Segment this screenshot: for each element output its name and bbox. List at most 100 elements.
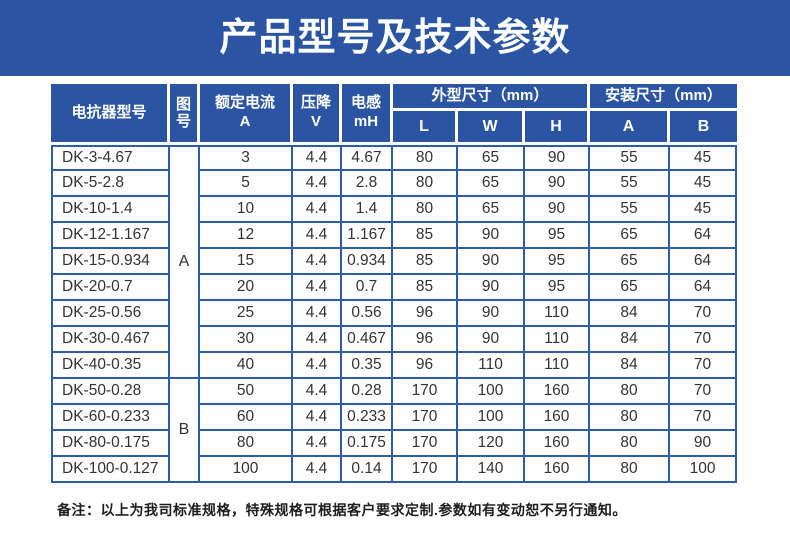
mount-a-cell: 84 <box>590 301 671 327</box>
header-dim-w: W <box>458 111 525 145</box>
table-row: DK-25-0.56 25 4.4 0.56 96 90 110 84 70 <box>51 301 738 327</box>
rated-current-cell: 12 <box>200 223 293 249</box>
model-cell: DK-3-4.67 <box>51 145 170 171</box>
dim-l-cell: 96 <box>393 301 458 327</box>
table-row: DK-40-0.35 40 4.4 0.35 96 110 110 84 70 <box>51 353 738 379</box>
rated-current-cell: 40 <box>200 353 293 379</box>
dim-l-cell: 170 <box>393 457 458 483</box>
header-dim-l: L <box>393 111 458 145</box>
dim-h-cell: 95 <box>525 223 591 249</box>
header-rated-current: 额定电流 A <box>200 84 293 145</box>
dim-l-cell: 85 <box>393 275 458 301</box>
header-voltage-drop-label: 压降 <box>300 94 331 112</box>
model-cell: DK-30-0.467 <box>51 327 170 353</box>
model-cell: DK-15-0.934 <box>51 249 170 275</box>
inductance-cell: 1.167 <box>342 223 393 249</box>
dim-l-cell: 80 <box>393 171 458 197</box>
voltage-drop-cell: 4.4 <box>293 353 342 379</box>
figure-group-cell: B <box>170 379 200 483</box>
mount-b-cell: 64 <box>670 275 738 301</box>
dim-h-cell: 95 <box>525 249 591 275</box>
inductance-cell: 0.175 <box>342 431 393 457</box>
dim-h-cell: 160 <box>525 457 591 483</box>
mount-b-cell: 45 <box>670 197 738 223</box>
voltage-drop-cell: 4.4 <box>293 171 342 197</box>
dim-w-cell: 90 <box>458 223 525 249</box>
voltage-drop-cell: 4.4 <box>293 431 342 457</box>
mount-b-cell: 70 <box>670 327 738 353</box>
voltage-drop-cell: 4.4 <box>293 405 342 431</box>
dim-w-cell: 90 <box>458 275 525 301</box>
model-cell: DK-5-2.8 <box>51 171 170 197</box>
table-row: DK-15-0.934 15 4.4 0.934 85 90 95 65 64 <box>51 249 738 275</box>
mount-b-cell: 45 <box>670 171 738 197</box>
model-cell: DK-60-0.233 <box>51 405 170 431</box>
rated-current-cell: 50 <box>200 379 293 405</box>
dim-h-cell: 110 <box>525 353 591 379</box>
dim-w-cell: 100 <box>458 379 525 405</box>
mount-a-cell: 80 <box>590 379 671 405</box>
table-row: DK-100-0.127 100 4.4 0.14 170 140 160 80 100 <box>51 457 738 483</box>
dim-l-cell: 96 <box>393 353 458 379</box>
dim-w-cell: 110 <box>458 353 525 379</box>
inductance-cell: 2.8 <box>342 171 393 197</box>
table-row: DK-5-2.8 5 4.4 2.8 80 65 90 55 45 <box>51 171 738 197</box>
dim-l-cell: 80 <box>393 197 458 223</box>
mount-a-cell: 55 <box>590 171 671 197</box>
mount-b-cell: 64 <box>670 249 738 275</box>
table-row: DK-30-0.467 30 4.4 0.467 96 90 110 84 70 <box>51 327 738 353</box>
header-inductance-label: 电感 <box>350 94 381 112</box>
header-mount-b: B <box>670 111 738 145</box>
rated-current-cell: 30 <box>200 327 293 353</box>
header-rated-current-label: 额定电流 <box>214 94 275 112</box>
header-figure: 图号 <box>170 84 200 145</box>
dim-h-cell: 90 <box>525 171 591 197</box>
spec-table-header: 电抗器型号 图号 额定电流 A 压降 V 电感 mH 外型尺寸（mm） 安装尺寸… <box>51 84 738 145</box>
mount-b-cell: 70 <box>670 379 738 405</box>
dim-l-cell: 170 <box>393 431 458 457</box>
rated-current-cell: 5 <box>200 171 293 197</box>
header-model: 电抗器型号 <box>51 84 170 145</box>
mount-a-cell: 84 <box>590 353 671 379</box>
model-cell: DK-20-0.7 <box>51 275 170 301</box>
dim-h-cell: 95 <box>525 275 591 301</box>
header-outer-dimensions: 外型尺寸（mm） <box>393 84 591 111</box>
mount-b-cell: 70 <box>670 301 738 327</box>
rated-current-cell: 20 <box>200 275 293 301</box>
dim-w-cell: 65 <box>458 145 525 171</box>
voltage-drop-cell: 4.4 <box>293 457 342 483</box>
rated-current-cell: 100 <box>200 457 293 483</box>
model-cell: DK-100-0.127 <box>51 457 170 483</box>
mount-a-cell: 55 <box>590 145 671 171</box>
mount-b-cell: 100 <box>670 457 738 483</box>
dim-w-cell: 140 <box>458 457 525 483</box>
voltage-drop-cell: 4.4 <box>293 249 342 275</box>
voltage-drop-cell: 4.4 <box>293 327 342 353</box>
header-inductance: 电感 mH <box>342 84 393 145</box>
spec-table-body: DK-3-4.67 A 3 4.4 4.67 80 65 90 55 45 DK-5-2.8 5 4.4… <box>51 145 738 483</box>
rated-current-cell: 15 <box>200 249 293 275</box>
spec-table: 电抗器型号 图号 额定电流 A 压降 V 电感 mH 外型尺寸（mm） 安装尺寸… <box>51 84 738 483</box>
model-cell: DK-80-0.175 <box>51 431 170 457</box>
dim-w-cell: 90 <box>458 327 525 353</box>
rated-current-cell: 60 <box>200 405 293 431</box>
mount-b-cell: 70 <box>670 405 738 431</box>
inductance-cell: 0.35 <box>342 353 393 379</box>
mount-b-cell: 64 <box>670 223 738 249</box>
voltage-drop-cell: 4.4 <box>293 379 342 405</box>
dim-w-cell: 100 <box>458 405 525 431</box>
dim-h-cell: 110 <box>525 327 591 353</box>
dim-h-cell: 160 <box>525 405 591 431</box>
inductance-cell: 0.14 <box>342 457 393 483</box>
dim-w-cell: 65 <box>458 171 525 197</box>
mount-b-cell: 90 <box>670 431 738 457</box>
mount-b-cell: 45 <box>670 145 738 171</box>
voltage-drop-cell: 4.4 <box>293 301 342 327</box>
header-voltage-drop-unit: V <box>310 113 321 130</box>
inductance-cell: 0.233 <box>342 405 393 431</box>
dim-l-cell: 85 <box>393 249 458 275</box>
rated-current-cell: 80 <box>200 431 293 457</box>
rated-current-cell: 10 <box>200 197 293 223</box>
model-cell: DK-25-0.56 <box>51 301 170 327</box>
